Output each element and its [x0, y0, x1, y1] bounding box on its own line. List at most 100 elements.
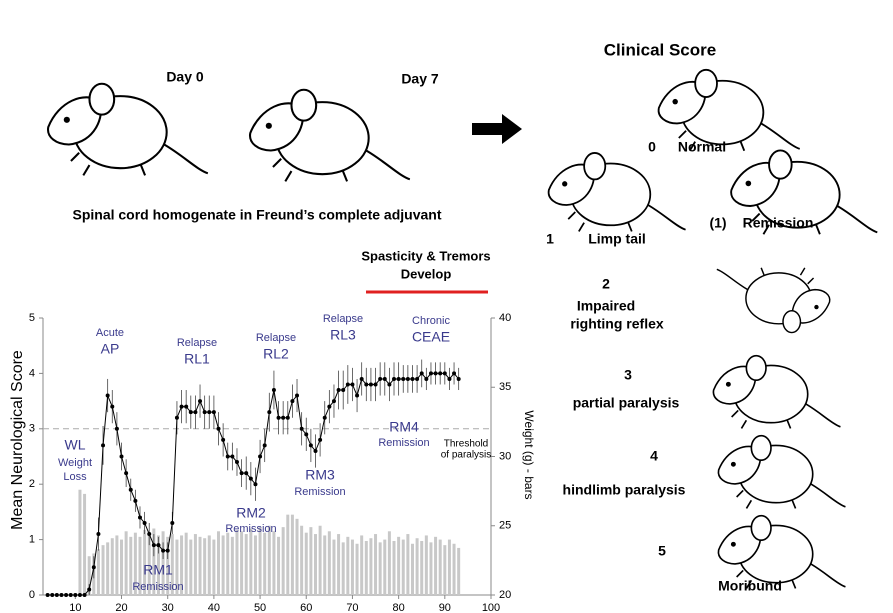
x-tick-label: 90 — [439, 602, 451, 613]
weight-bar — [244, 534, 248, 595]
score-point — [124, 471, 129, 476]
annotation: RM4 — [389, 419, 419, 435]
day-label: Day 7 — [401, 71, 439, 87]
score-point — [64, 593, 69, 597]
weight-bar — [198, 536, 202, 595]
score-point — [378, 376, 383, 381]
weight-bar — [327, 531, 331, 595]
score-point — [359, 376, 364, 381]
score-point — [387, 382, 392, 387]
y2-axis-label: Weight (g) - bars — [522, 410, 536, 499]
score-point — [221, 437, 226, 442]
y-tick-label: 4 — [29, 367, 35, 379]
score-point — [137, 515, 142, 520]
score-point — [433, 371, 438, 376]
weight-bar — [355, 543, 359, 595]
score-point — [174, 415, 179, 420]
weight-bar — [147, 532, 151, 595]
weight-bar — [217, 531, 221, 595]
score-point — [193, 410, 198, 415]
score-point — [110, 404, 115, 409]
score-point — [101, 443, 106, 448]
score-label: Moribund — [718, 578, 782, 594]
score-point — [318, 437, 323, 442]
weight-bar — [133, 532, 137, 595]
weight-bar — [152, 528, 156, 595]
score-point — [355, 393, 360, 398]
weight-bar — [295, 518, 299, 595]
weight-bar — [78, 489, 82, 595]
score-label: Impaired — [577, 298, 635, 314]
score-point — [341, 388, 346, 393]
score-point — [267, 410, 272, 415]
annotation: RL1 — [184, 351, 210, 367]
score-number: 2 — [602, 276, 610, 292]
annotation: Spasticity & Tremors — [361, 248, 490, 263]
score-point — [68, 593, 73, 597]
y-tick-label: 0 — [29, 589, 35, 601]
score-label: hindlimb paralysis — [563, 482, 686, 498]
score-point — [304, 432, 309, 437]
weight-bar — [83, 493, 87, 595]
weight-bar — [346, 536, 350, 595]
score-point — [447, 376, 452, 381]
score-point — [54, 593, 59, 597]
weight-bar — [193, 534, 197, 595]
score-label: Remission — [743, 215, 814, 231]
score-point — [364, 382, 369, 387]
score-point — [87, 587, 92, 592]
weight-bar — [175, 539, 179, 595]
score-point — [165, 548, 170, 553]
annotation: Weight — [58, 457, 92, 469]
weight-bar — [397, 536, 401, 595]
annotation: Relapse — [323, 313, 363, 325]
score-point — [438, 371, 443, 376]
weight-bar — [424, 535, 428, 595]
annotation: Loss — [63, 471, 87, 483]
score-point — [59, 593, 64, 597]
weight-bar — [115, 535, 119, 595]
weight-bar — [309, 527, 313, 595]
weight-bar — [429, 542, 433, 595]
score-point — [170, 520, 175, 525]
score-point — [253, 482, 258, 487]
weight-bar — [420, 540, 424, 595]
annotation: Develop — [401, 266, 452, 281]
y-axis-label: Mean Neurological Score — [9, 350, 26, 530]
weight-bar — [258, 527, 262, 595]
weight-bar — [360, 535, 364, 595]
score-point — [216, 426, 221, 431]
weight-bar — [156, 535, 160, 595]
x-tick-label: 50 — [254, 602, 266, 613]
annotation: RL2 — [263, 346, 289, 362]
score-number: 0 — [648, 139, 656, 155]
weight-bar — [272, 531, 276, 595]
weight-bar — [212, 539, 216, 595]
weight-bar — [392, 540, 396, 595]
score-point — [382, 376, 387, 381]
score-point — [73, 593, 78, 597]
score-point — [322, 415, 327, 420]
annotation: RM1 — [143, 562, 173, 578]
weight-bar — [170, 534, 174, 595]
x-tick-label: 80 — [393, 602, 405, 613]
weight-bar — [221, 535, 225, 595]
weight-bar — [383, 539, 387, 595]
score-label: Normal — [678, 139, 726, 155]
weight-bar — [387, 531, 391, 595]
weight-bar — [230, 536, 234, 595]
score-number: 1 — [546, 231, 554, 247]
weight-bar — [364, 540, 368, 595]
score-point — [147, 532, 152, 537]
score-point — [128, 487, 133, 492]
y2-tick-label: 40 — [499, 312, 511, 324]
weight-bar — [369, 538, 373, 595]
score-point — [151, 543, 156, 548]
x-tick-label: 60 — [300, 602, 312, 613]
score-point — [419, 371, 424, 376]
weight-bar — [166, 536, 170, 595]
score-number: 4 — [650, 448, 658, 464]
score-point — [456, 376, 461, 381]
weight-bar — [332, 539, 336, 595]
